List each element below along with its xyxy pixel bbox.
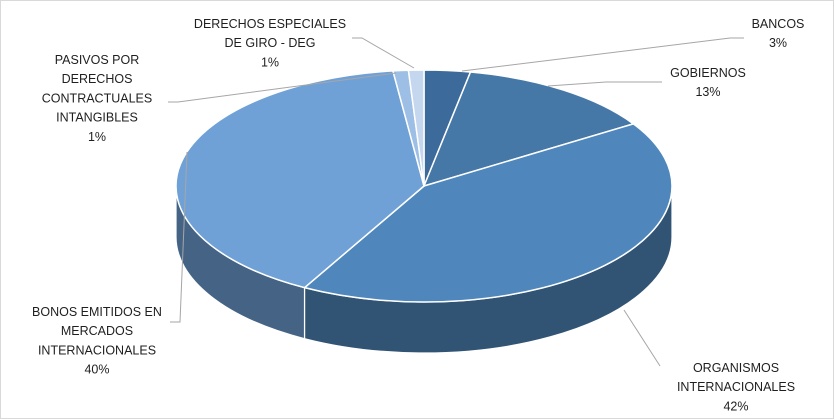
leader-line-bonos-emitidos-en-mercados-internacionales	[170, 151, 188, 323]
leader-line-gobiernos	[547, 81, 662, 87]
data-label-text: DERECHOS	[62, 72, 133, 86]
pie-slice-derechos-especiales-de-giro-deg	[407, 69, 425, 187]
data-label-text: INTANGIBLES	[56, 111, 138, 125]
data-label-gobiernos: GOBIERNOS 13%	[670, 66, 746, 99]
leader-line-derechos-especiales-de-giro-deg	[352, 37, 415, 69]
data-label-text: DERECHOS ESPECIALES	[194, 17, 346, 31]
data-label-value: 13%	[695, 85, 720, 99]
leader-lines	[168, 37, 744, 367]
data-label-derechos-especiales-de-giro-deg: DERECHOS ESPECIALES DE GIRO - DEG 1%	[194, 17, 346, 69]
pie-slices	[175, 69, 673, 303]
data-label-text: MERCADOS	[61, 324, 133, 338]
data-label-text: INTERNACIONALES	[38, 343, 156, 357]
data-labels: BANCOS 3% GOBIERNOS 13% ORGANISMOS INTERNACIO…	[32, 17, 804, 413]
leader-line-pasivos-por-derechos-contractuales-intangibles	[168, 72, 397, 103]
data-label-value: 3%	[769, 36, 787, 50]
data-label-value: 1%	[261, 55, 279, 69]
data-label-organismos-internacionales: ORGANISMOS INTERNACIONALES 42%	[677, 361, 795, 413]
data-label-text: CONTRACTUALES	[42, 91, 152, 105]
data-label-text: GOBIERNOS	[670, 66, 746, 80]
pie-slice-bonos-emitidos-en-mercados-internacionales	[175, 70, 425, 289]
pie-slice-organismos-internacionales	[303, 123, 673, 303]
leader-line-bancos	[461, 37, 744, 72]
data-label-value: 1%	[88, 130, 106, 144]
data-label-value: 40%	[84, 363, 109, 377]
pie-slice-gobiernos	[423, 71, 635, 187]
data-label-pasivos-por-derechos-contractuales-intangibles: PASIVOS POR DERECHOS CONTRACTUALES INTANGIB…	[42, 53, 152, 144]
data-label-text: BONOS EMITIDOS EN	[32, 305, 162, 319]
data-label-text: DE GIRO - DEG	[225, 36, 316, 50]
data-label-value: 42%	[723, 399, 748, 413]
leader-line-organismos-internacionales	[623, 309, 661, 367]
data-label-bancos: BANCOS 3%	[752, 17, 805, 50]
data-label-text: ORGANISMOS	[693, 361, 779, 375]
data-label-text: INTERNACIONALES	[677, 380, 795, 394]
data-label-text: BANCOS	[752, 17, 805, 31]
data-label-text: PASIVOS POR	[55, 53, 140, 67]
data-label-bonos-emitidos-en-mercados-internacionales: BONOS EMITIDOS EN MERCADOS INTERNACIONALES…	[32, 305, 162, 377]
